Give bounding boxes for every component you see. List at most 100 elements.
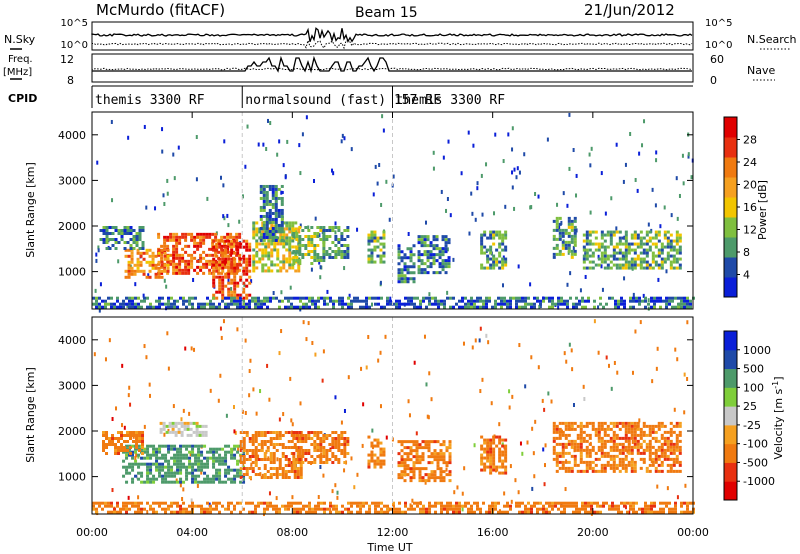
echo-cell [420, 268, 424, 272]
echo-cell [158, 468, 162, 472]
echo-cell [238, 235, 242, 239]
echo-cell [555, 252, 559, 256]
echo-cell [686, 507, 689, 511]
echo-cell [573, 427, 577, 431]
echo-cell [257, 296, 260, 300]
echo-cell [675, 445, 679, 449]
echo-cell [215, 248, 219, 252]
echo-cell [403, 470, 407, 474]
echo-cell [279, 239, 283, 243]
echo-cell [235, 238, 239, 242]
echo-cell [415, 431, 418, 436]
echo-cell [570, 225, 574, 229]
echo-cell [267, 254, 271, 258]
echo-cell [659, 510, 662, 514]
echo-cell [251, 443, 255, 447]
echo-cell [419, 510, 422, 514]
echo-cell [280, 214, 284, 218]
echo-cell [350, 510, 353, 514]
echo-cell [400, 268, 404, 272]
echo-cell [489, 251, 493, 255]
echo-cell [233, 278, 237, 282]
echo-cell [248, 437, 252, 441]
echo-cell [434, 504, 437, 508]
echo-cell [252, 254, 256, 258]
echo-cell [172, 253, 176, 257]
echo-cell [268, 184, 272, 188]
echo-cell [545, 510, 548, 514]
echo-cell [508, 405, 511, 410]
echo-cell [146, 465, 150, 469]
beam-title: Beam 15 [355, 5, 418, 21]
echo-cell [218, 453, 222, 457]
echo-cell [417, 265, 421, 269]
echo-cell [304, 440, 308, 444]
echo-cell [452, 257, 455, 262]
echo-cell [428, 371, 431, 376]
echo-cell [319, 443, 323, 447]
echo-cell [686, 320, 689, 325]
echo-cell [418, 467, 422, 471]
echo-cell [98, 305, 101, 309]
echo-cell [628, 510, 631, 515]
echo-cell [191, 477, 195, 481]
echo-cell [172, 250, 176, 254]
echo-cell [657, 424, 661, 428]
echo-cell [630, 433, 634, 437]
echo-cell [236, 242, 240, 246]
echo-cell [215, 305, 218, 309]
echo-cell [128, 471, 132, 475]
echo-cell [397, 464, 401, 468]
echo-cell [310, 262, 314, 266]
echo-cell [606, 463, 610, 467]
echo-cell [572, 245, 575, 250]
echo-cell [501, 242, 505, 246]
echo-cell [444, 271, 448, 275]
echo-cell [584, 274, 587, 279]
echo-cell [588, 436, 592, 440]
echo-cell [481, 212, 484, 217]
echo-cell [254, 458, 258, 462]
echo-cell [270, 263, 274, 267]
echo-cell [108, 247, 112, 251]
echo-cell [585, 251, 589, 255]
echo-cell [275, 470, 279, 474]
echo-cell [257, 299, 260, 303]
echo-cell [675, 242, 679, 246]
echo-cell [361, 443, 364, 448]
echo-cell [305, 337, 308, 342]
colorbar-swatch [724, 406, 737, 426]
echo-cell [310, 226, 314, 230]
echo-cell [152, 450, 156, 454]
nsky-label: N.Sky [4, 33, 36, 46]
echo-cell [218, 468, 222, 472]
echo-cell [624, 457, 628, 461]
echo-cell [188, 302, 191, 306]
echo-cell [158, 450, 162, 454]
echo-cell [111, 434, 115, 438]
echo-cell [278, 431, 282, 435]
echo-cell [397, 274, 401, 278]
echo-cell [639, 442, 643, 446]
colorbar-swatch [724, 177, 737, 198]
echo-cell [552, 427, 556, 431]
echo-cell [635, 296, 638, 300]
echo-cell [633, 263, 637, 267]
echo-cell [263, 296, 266, 300]
echo-cell [379, 459, 383, 463]
echo-cell [194, 504, 197, 508]
echo-cell [233, 251, 237, 255]
echo-cell [648, 230, 652, 234]
echo-cell [287, 458, 291, 462]
echo-cell [486, 438, 490, 442]
echo-cell [593, 510, 596, 514]
echo-cell [441, 262, 445, 266]
echo-cell [179, 444, 183, 448]
echo-cell [287, 446, 291, 450]
echo-cell [498, 438, 502, 442]
echo-cell [500, 302, 503, 306]
echo-cell [161, 474, 165, 478]
echo-cell [137, 504, 140, 508]
echo-cell [212, 272, 216, 276]
echo-cell [196, 241, 200, 245]
